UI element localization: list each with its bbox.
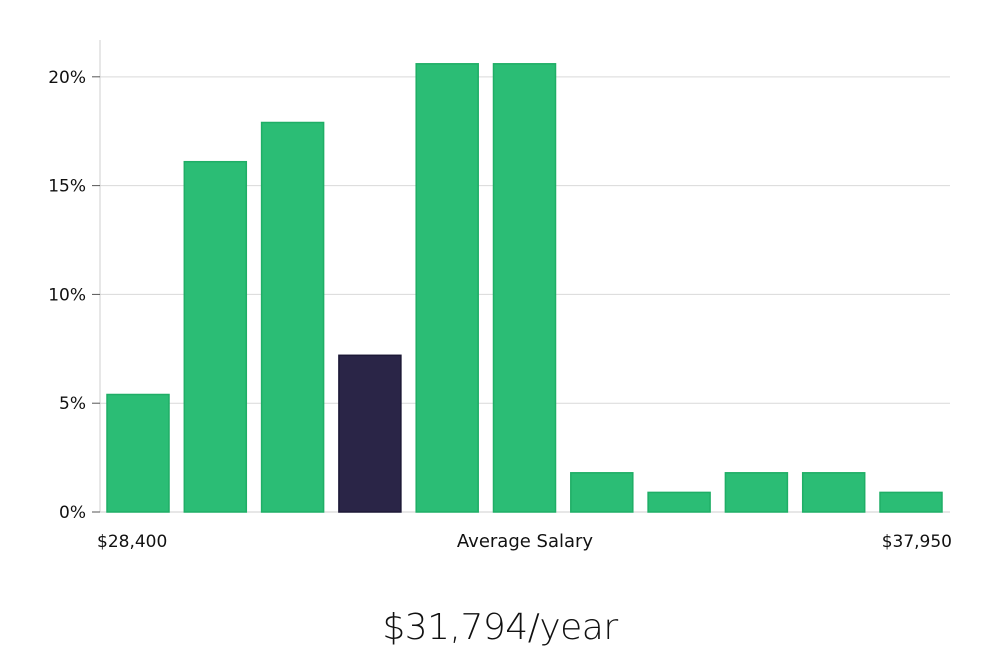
bar	[183, 160, 248, 513]
bar	[415, 63, 479, 513]
y-tick-label: 10%	[48, 285, 86, 305]
x-min-label: $28,400	[97, 532, 167, 552]
bar	[879, 491, 943, 513]
x-axis-label: Average Salary	[457, 531, 594, 552]
bar	[570, 472, 634, 513]
bar	[106, 393, 170, 513]
y-tick-label: 20%	[48, 68, 86, 88]
bar	[492, 63, 557, 513]
bar	[801, 472, 866, 513]
bar	[260, 121, 325, 513]
x-max-label: $37,950	[882, 532, 952, 552]
average-salary-figure: $31,794/year	[382, 607, 618, 648]
y-tick-label: 5%	[59, 394, 86, 414]
y-axis-ticks: 0% 5% 10% 15% 20%	[48, 68, 100, 523]
salary-histogram: 0% 5% 10% 15% 20% $28,400 Average Salary $37…	[48, 40, 952, 552]
bar	[647, 491, 711, 513]
bar-highlighted	[338, 354, 402, 513]
bars	[106, 63, 943, 513]
bar	[724, 472, 789, 513]
y-tick-label: 15%	[48, 177, 86, 197]
y-tick-label: 0%	[59, 503, 86, 523]
